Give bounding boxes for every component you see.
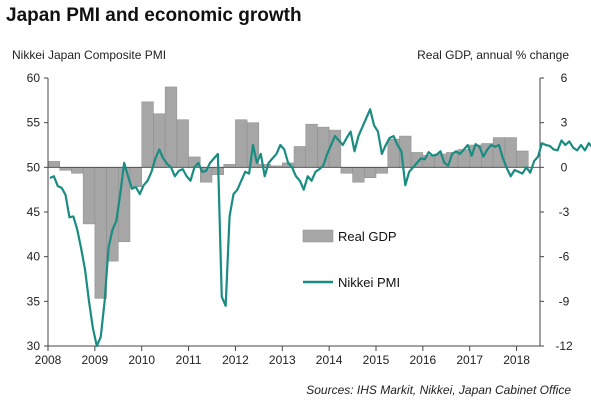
- gdp-bar: [492, 137, 506, 168]
- chart-title: Japan PMI and economic growth: [6, 5, 302, 26]
- gdp-bar: [516, 150, 529, 168]
- tick-labels: 30 35 40 45 50 55 60 -12 -9 -6 -3 0 3 6 2008 2009 2010 20…: [27, 71, 573, 367]
- gdp-bar: [47, 161, 60, 168]
- source-note: Sources: IHS Markit, Nikkei, Japan Cabin…: [306, 383, 571, 397]
- x-tick-label: 2011: [176, 353, 202, 367]
- gdp-bar: [364, 167, 377, 179]
- right-tick-label: -6: [559, 250, 570, 264]
- left-tick-label: 30: [27, 339, 41, 353]
- legend-label-pmi: Nikkei PMI: [338, 275, 400, 290]
- gdp-bar: [410, 152, 424, 168]
- left-tick-label: 40: [27, 250, 41, 264]
- gdp-bar: [82, 167, 96, 225]
- gdp-bar: [340, 167, 353, 174]
- right-axis-label: Real GDP, annual % change: [417, 48, 569, 62]
- left-axis-label: Nikkei Japan Composite PMI: [12, 48, 167, 62]
- gdp-bar: [94, 167, 107, 299]
- gdp-bar: [457, 149, 470, 168]
- gdp-bar: [422, 155, 435, 168]
- x-tick-label: 2013: [269, 353, 296, 367]
- right-tick-label: 6: [561, 71, 568, 85]
- right-tick-label: 3: [561, 116, 568, 130]
- gdp-bar: [235, 119, 248, 168]
- left-tick-label: 50: [27, 160, 41, 174]
- x-tick-label: 2008: [35, 353, 62, 367]
- x-tick-label: 2014: [316, 353, 343, 367]
- gdp-bar: [504, 137, 517, 168]
- gdp-bar: [223, 164, 236, 168]
- pmi-line: [49, 108, 591, 348]
- gdp-bar: [305, 123, 318, 168]
- right-tick-label: -9: [559, 294, 570, 308]
- x-tick-label: 2015: [363, 353, 390, 367]
- x-tick-label: 2010: [128, 353, 155, 367]
- gdp-bar: [317, 126, 330, 168]
- pmi-line-group: [49, 108, 591, 348]
- x-tick-label: 2009: [82, 353, 109, 367]
- gdp-bar: [71, 167, 84, 174]
- legend: Real GDP Nikkei PMI: [302, 229, 400, 290]
- gdp-bar: [164, 86, 178, 168]
- gdp-bar: [352, 167, 365, 183]
- left-tick-label: 55: [27, 116, 41, 130]
- gdp-bar: [129, 167, 142, 187]
- legend-label-gdp: Real GDP: [338, 229, 397, 244]
- gdp-bar: [375, 167, 388, 174]
- left-tick-label: 35: [27, 294, 41, 308]
- x-tick-label: 2017: [456, 353, 483, 367]
- x-tick-label: 2016: [410, 353, 437, 367]
- x-tick-label: 2018: [503, 353, 530, 367]
- gdp-bar: [176, 119, 189, 168]
- gdp-bar: [141, 101, 154, 168]
- right-tick-label: -12: [555, 339, 573, 353]
- x-tick-label: 2012: [222, 353, 249, 367]
- gdp-bar: [59, 167, 72, 171]
- right-tick-label: 0: [561, 160, 568, 174]
- legend-swatch-gdp: [302, 229, 334, 243]
- left-tick-label: 60: [27, 71, 41, 85]
- gdp-bar: [293, 146, 306, 168]
- left-tick-label: 45: [27, 205, 41, 219]
- right-tick-label: -3: [559, 205, 570, 219]
